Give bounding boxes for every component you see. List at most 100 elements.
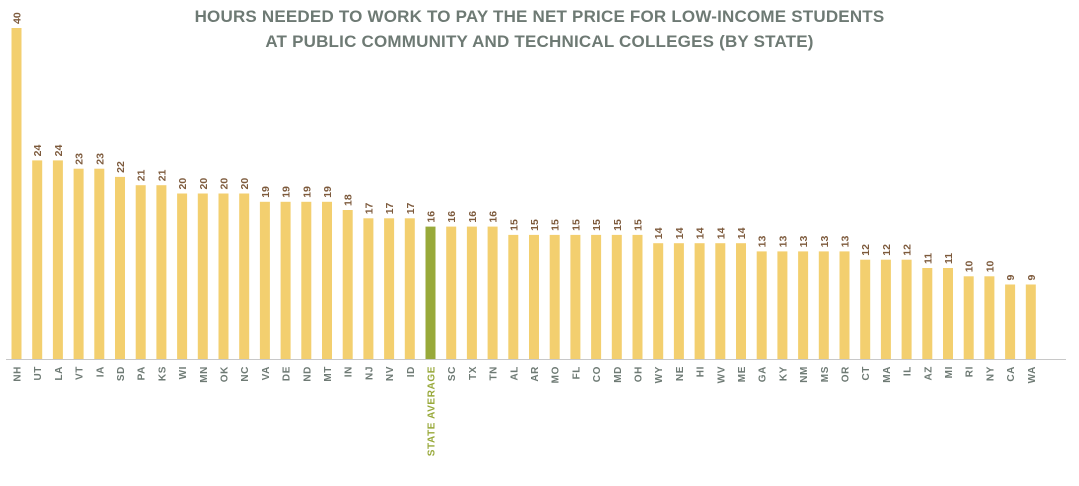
bar-mo [549,234,560,359]
value-label: 11 [943,253,955,264]
category-label: MD [613,366,624,383]
value-label: 16 [426,211,438,223]
bar-ms [818,251,829,359]
category-label: GA [758,366,769,382]
category-label: IN [344,366,355,377]
bar-oh [632,234,643,359]
category-label: NJ [364,366,375,380]
bar-wy [653,243,664,359]
category-label: NC [240,366,251,382]
value-label: 17 [384,202,396,214]
category-label: FL [571,366,582,379]
bar-state-average [425,226,436,359]
category-label: KY [778,366,789,381]
value-label: 15 [591,219,603,231]
category-label: HI [696,366,707,377]
bar-ar [529,234,539,359]
value-label: 22 [115,161,127,173]
value-label: 13 [757,236,769,248]
bar-nh [11,28,22,359]
chart-title-line-2: AT PUBLIC COMMUNITY AND TECHNICAL COLLEG… [265,32,814,51]
bar-ct [860,259,871,359]
bar-ut [32,160,43,359]
category-label: ME [737,366,748,382]
bar-ny [984,276,995,360]
category-label: AL [509,366,520,381]
bar-id [404,218,415,359]
value-label: 10 [984,260,996,272]
bar-wv [715,243,726,359]
value-label: 12 [881,244,893,256]
bar-md [611,234,622,359]
value-label: 20 [239,178,251,190]
bar-wa [1025,284,1036,359]
value-label: 19 [301,186,313,198]
bar-mn [197,193,208,359]
category-label: MS [820,366,831,382]
value-label: 24 [32,145,44,157]
bar-ma [880,259,891,359]
category-label: TN [489,366,500,381]
category-label: IA [95,366,106,377]
value-label: 15 [508,219,520,231]
value-label: 16 [488,211,500,223]
value-label: 10 [964,260,976,272]
bar-ri [963,276,974,360]
category-label: CA [1006,366,1017,382]
value-label: 15 [550,219,562,231]
value-label: 17 [405,202,417,214]
category-label: OH [634,366,645,382]
category-label: CT [861,366,872,381]
category-label: MI [944,366,955,378]
value-label: 12 [860,244,872,256]
bar-mi [943,268,953,359]
value-label: 12 [902,244,914,256]
category-label: OR [841,366,852,382]
value-label: 15 [612,219,624,231]
value-label: 11 [922,253,934,264]
bar-la [52,160,63,359]
category-label: ND [302,366,313,382]
bar-ca [1005,284,1016,359]
category-label: VT [75,366,86,380]
bar-ia [94,168,105,359]
bar-wi [177,193,188,359]
bar-de [280,201,291,359]
category-label: IL [903,366,914,376]
category-label: WI [178,366,189,379]
value-label: 13 [777,236,789,248]
value-label: 15 [570,219,582,231]
value-label: 14 [715,227,727,239]
bar-il [901,259,912,359]
value-label: 18 [343,194,355,206]
category-label: UT [33,366,44,381]
value-label: 20 [198,178,210,190]
bar-fl [570,234,581,359]
bar-al [508,234,519,359]
category-label: RI [965,366,976,377]
bar-sd [115,176,125,359]
value-label: 21 [156,169,168,181]
category-label: NM [799,366,810,383]
value-label: 23 [94,153,106,165]
category-label: AR [530,366,541,382]
bar-tx [466,226,477,359]
category-label: SC [447,366,458,381]
bar-ok [218,193,229,359]
category-label: TX [468,366,479,380]
value-label: 9 [1026,275,1038,281]
category-label: WA [1027,366,1038,383]
category-label: DE [282,366,293,381]
value-label: 15 [529,219,541,231]
bar-tn [487,226,498,359]
category-label: STATE AVERAGE [427,366,438,456]
category-label: MA [882,366,893,383]
value-label: 16 [446,211,458,223]
chart-title: HOURS NEEDED TO WORK TO PAY THE NET PRIC… [0,4,1079,54]
bar-ky [777,251,788,359]
bar-ks [156,185,167,359]
bar-az [922,268,933,359]
bar-nd [301,201,312,359]
category-label: MN [199,366,210,383]
